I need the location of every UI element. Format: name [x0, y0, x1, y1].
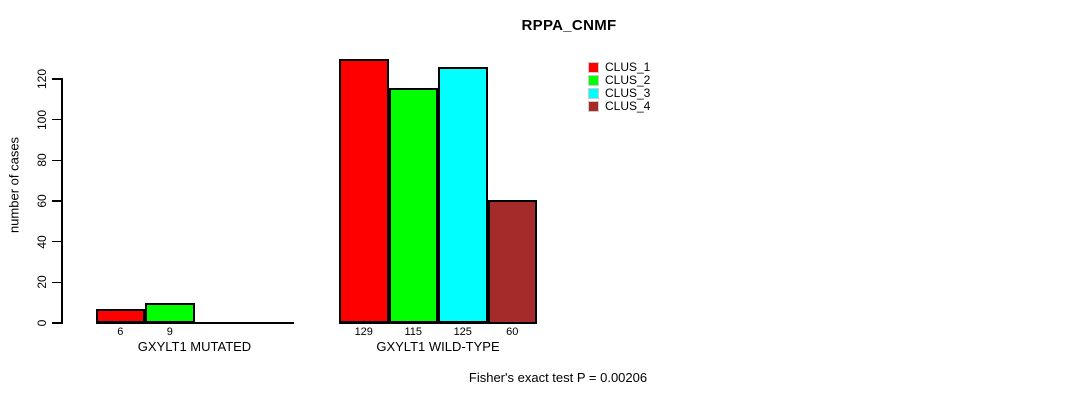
- y-axis-tick: [52, 78, 61, 80]
- bar-value-label: 115: [404, 326, 423, 338]
- bar: [388, 87, 438, 324]
- y-axis-tick-label: 100: [35, 109, 49, 130]
- bar: [95, 309, 145, 324]
- legend-item: CLUS_4: [588, 99, 651, 113]
- legend-item: CLUS_1: [588, 60, 651, 74]
- group-label: GXYLT1 MUTATED: [137, 339, 252, 354]
- legend-swatch: [588, 101, 599, 112]
- bar-value-label: 129: [354, 326, 373, 338]
- legend-item: CLUS_2: [588, 73, 651, 87]
- group-label: GXYLT1 WILD-TYPE: [376, 339, 500, 354]
- y-axis-line: [61, 78, 63, 324]
- legend-label: CLUS_2: [605, 73, 651, 87]
- y-axis-tick-label: 60: [35, 194, 49, 208]
- bar: [438, 67, 488, 324]
- x-baseline: [95, 321, 294, 324]
- legend-swatch: [588, 62, 599, 73]
- y-axis-tick-label: 80: [35, 153, 49, 168]
- y-axis-tick-label: 0: [35, 319, 49, 327]
- legend-swatch: [588, 88, 599, 99]
- bar-value-label: 60: [506, 326, 519, 338]
- legend-item: CLUS_3: [588, 86, 651, 100]
- legend-swatch: [588, 75, 599, 86]
- bar: [487, 199, 537, 324]
- bar: [339, 59, 389, 324]
- legend-label: CLUS_4: [605, 99, 651, 113]
- y-axis-tick: [52, 322, 61, 324]
- chart-title: RPPA_CNMF: [521, 17, 617, 34]
- legend: CLUS_1 CLUS_2 CLUS_3 CLUS_4: [588, 60, 651, 113]
- y-axis-tick-label: 20: [35, 275, 49, 290]
- bar-value-label: 6: [117, 326, 124, 338]
- bar-value-label: 9: [166, 326, 173, 338]
- y-axis-tick: [52, 118, 61, 121]
- legend-label: CLUS_1: [605, 60, 651, 74]
- bar: [145, 303, 195, 324]
- y-axis-tick: [52, 159, 61, 162]
- y-axis-tick: [52, 200, 61, 202]
- legend-label: CLUS_3: [605, 86, 651, 100]
- stats-annotation: Fisher's exact test P = 0.00206: [468, 370, 648, 385]
- y-axis-title: number of cases: [6, 136, 22, 234]
- y-axis-tick: [52, 240, 61, 243]
- y-axis-tick: [52, 281, 61, 284]
- y-axis-tick-label: 120: [35, 68, 49, 90]
- y-axis-tick-label: 40: [35, 234, 49, 249]
- bar-value-label: 125: [453, 326, 472, 338]
